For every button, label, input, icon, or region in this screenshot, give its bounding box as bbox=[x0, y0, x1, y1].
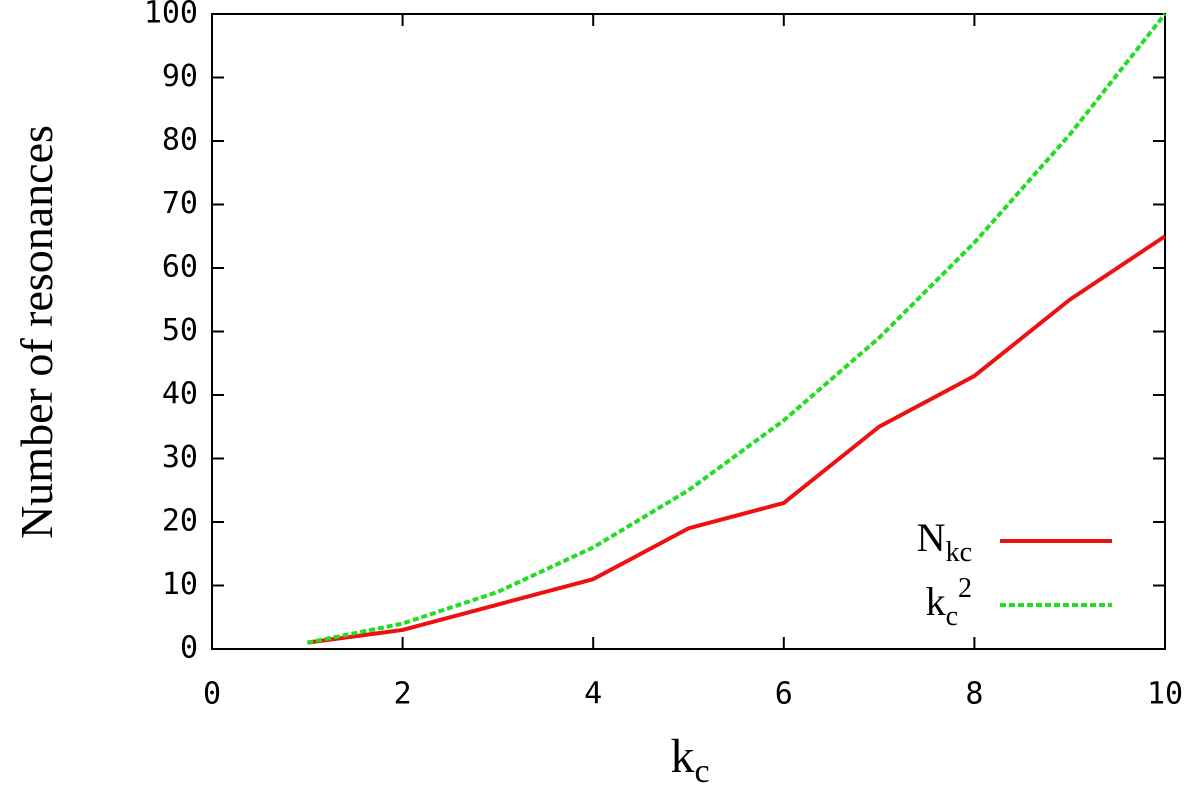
legend-label: Nkc bbox=[917, 515, 972, 568]
y-axis-label: Number of resonances bbox=[11, 125, 62, 539]
x-tick-label: 6 bbox=[775, 677, 793, 712]
x-axis-label-sub: c bbox=[694, 753, 709, 788]
y-tick-label: 50 bbox=[162, 313, 198, 348]
x-tick-label: 2 bbox=[394, 677, 412, 712]
x-tick-label: 4 bbox=[584, 677, 602, 712]
legend-label-main: N bbox=[917, 515, 946, 560]
legend-label-sub: c bbox=[946, 601, 958, 632]
y-tick-label: 40 bbox=[162, 377, 198, 412]
legend-label-sup: 2 bbox=[958, 573, 972, 604]
legend-label-sub: kc bbox=[946, 537, 972, 568]
x-axis-label: kc bbox=[670, 730, 709, 788]
y-tick-label: 30 bbox=[162, 440, 198, 475]
x-tick-label: 10 bbox=[1147, 677, 1183, 712]
series-line bbox=[307, 234, 1167, 645]
y-tick-label: 80 bbox=[162, 123, 198, 158]
x-axis-label-main: k bbox=[670, 730, 694, 783]
series-line bbox=[306, 12, 1167, 645]
legend-label: kc2 bbox=[926, 573, 972, 632]
y-tick-label: 70 bbox=[162, 186, 198, 221]
y-tick-label: 90 bbox=[162, 59, 198, 94]
y-tick-label: 100 bbox=[144, 0, 198, 31]
legend-label-main: k bbox=[926, 579, 946, 624]
plot-frame bbox=[211, 13, 1166, 650]
y-tick-label: 10 bbox=[162, 567, 198, 602]
x-tick-label: 8 bbox=[965, 677, 983, 712]
x-tick-label: 0 bbox=[203, 677, 221, 712]
y-tick-label: 20 bbox=[162, 504, 198, 539]
y-tick-label: 60 bbox=[162, 250, 198, 285]
y-tick-label: 0 bbox=[180, 631, 198, 666]
